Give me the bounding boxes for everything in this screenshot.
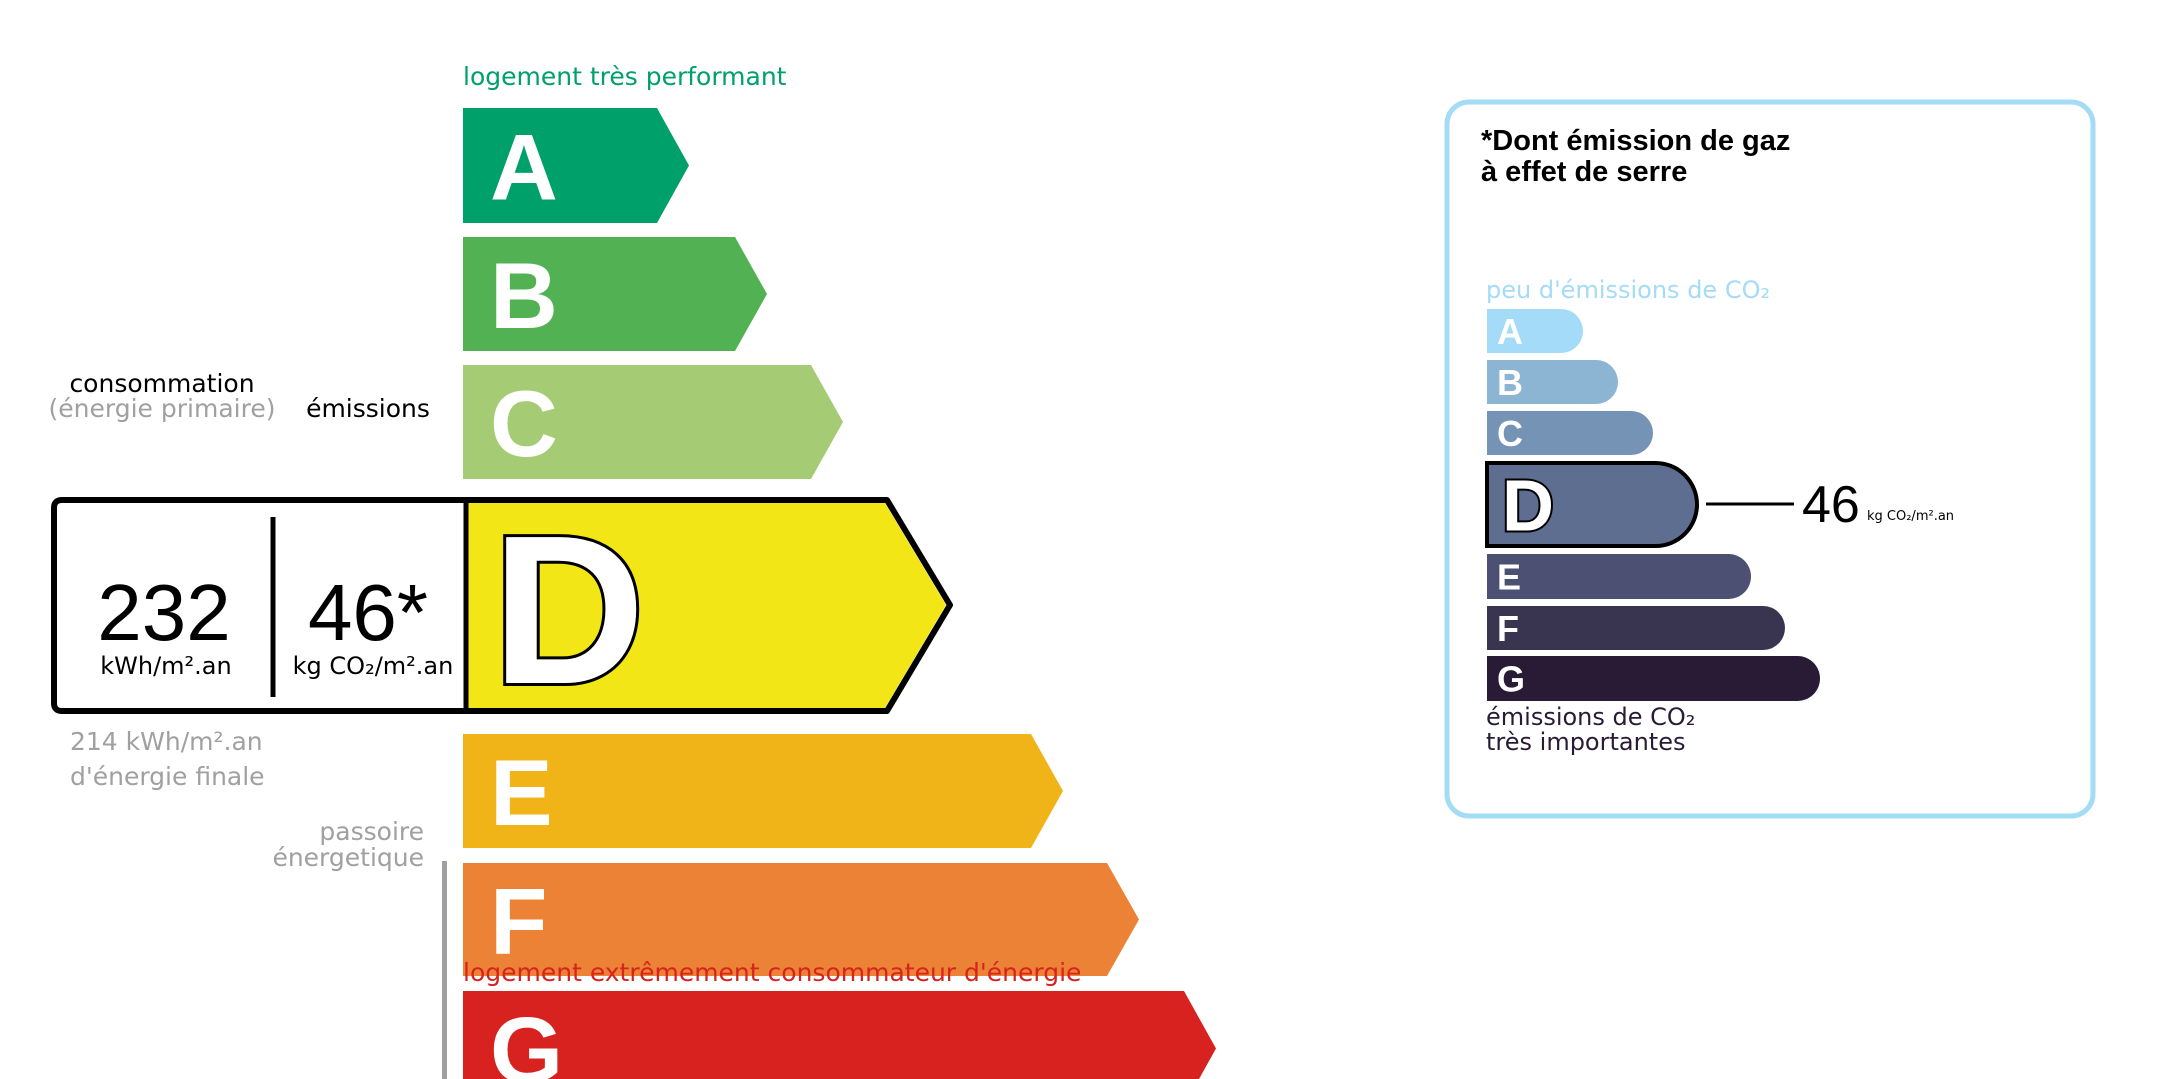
class-letter-B: B	[490, 243, 558, 348]
ges-top-caption: peu d'émissions de CO₂	[1486, 276, 1770, 304]
ges-class-bar-D	[1485, 461, 1699, 548]
class-letter-D: D	[492, 491, 645, 728]
ges-class-letter-G: G	[1497, 659, 1525, 700]
emissions-unit: kg CO₂/m².an	[293, 652, 454, 680]
ges-class-bar-C	[1487, 411, 1653, 455]
emissions-header: émissions	[306, 394, 430, 423]
ges-class-bar-B	[1487, 360, 1618, 404]
final-energy-value: 214 kWh/m².an	[70, 727, 263, 756]
passoire-label-1: passoire	[319, 817, 424, 846]
passoire-label-2: énergetique	[272, 843, 424, 872]
ges-class-letter-F: F	[1497, 608, 1519, 649]
ges-title-2: à effet de serre	[1481, 156, 1687, 188]
ges-class-letter-B: B	[1497, 362, 1523, 403]
ges-class-letter-E: E	[1497, 557, 1521, 598]
class-bar-B	[463, 237, 767, 351]
passoire-bracket	[442, 861, 447, 1079]
ges-class-letter-A: A	[1497, 311, 1523, 352]
class-bar-A	[463, 108, 689, 223]
class-letter-G: G	[490, 998, 563, 1079]
class-bar-E	[463, 734, 1063, 848]
energy-label: logement très performant ABC EFG D consom…	[49, 62, 1216, 1079]
class-bar-F	[463, 863, 1139, 976]
ges-value: 46	[1802, 476, 1860, 534]
consumption-unit: kWh/m².an	[100, 652, 231, 680]
ges-panel: *Dont émission de gaz à effet de serre p…	[1444, 99, 2096, 819]
ges-class-letter-D: D	[1502, 467, 1554, 547]
bottom-caption: logement extrêmement consommateur d'éner…	[463, 958, 1081, 987]
ges-class-letter-C: C	[1497, 413, 1523, 454]
ges-bottom-caption-1: émissions de CO₂	[1486, 703, 1695, 731]
emissions-value: 46*	[308, 568, 428, 657]
class-bar-D	[466, 503, 946, 708]
ges-class-bar-F	[1487, 606, 1785, 650]
top-caption: logement très performant	[463, 62, 787, 91]
consumption-subheader: (énergie primaire)	[49, 394, 276, 423]
class-letter-E: E	[490, 740, 553, 845]
class-letter-F: F	[490, 869, 547, 974]
ges-title-1: *Dont émission de gaz	[1481, 125, 1790, 157]
ges-class-bar-G	[1487, 656, 1821, 701]
consumption-value: 232	[97, 568, 230, 657]
class-letter-A: A	[490, 115, 558, 220]
ges-unit: kg CO₂/m².an	[1867, 509, 1954, 524]
consumption-header: consommation	[69, 369, 254, 398]
class-letter-C: C	[490, 371, 558, 476]
ges-bottom-caption-2: très importantes	[1486, 728, 1686, 756]
class-bar-C	[463, 365, 843, 479]
ges-class-bar-A	[1487, 309, 1583, 353]
ges-class-bar-E	[1487, 554, 1752, 599]
final-energy-label: d'énergie finale	[70, 762, 265, 791]
class-bar-G	[463, 991, 1216, 1079]
